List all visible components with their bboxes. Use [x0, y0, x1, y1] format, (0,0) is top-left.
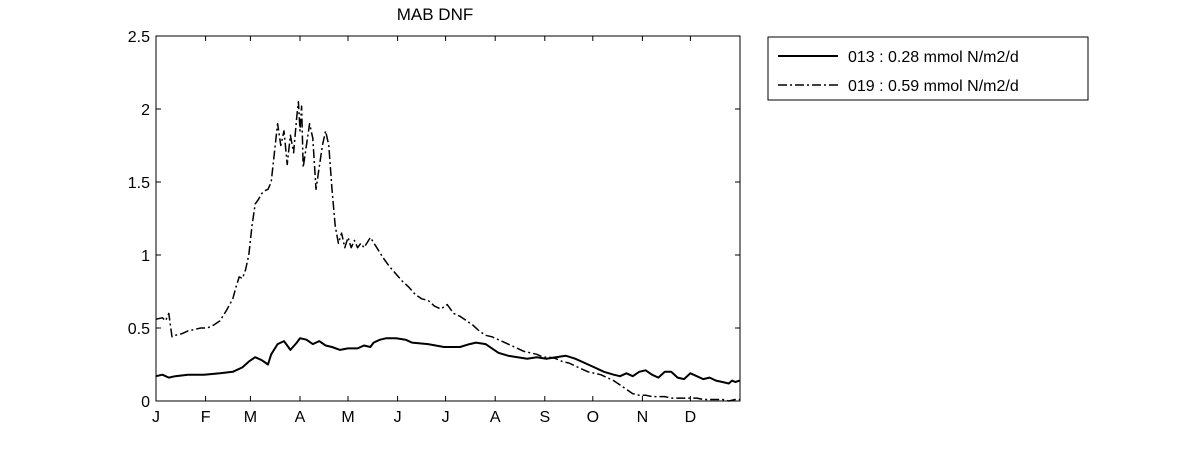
x-tick-label-10: N: [637, 409, 649, 426]
x-tick-label-3: A: [295, 409, 306, 426]
legend-label-013: 013 : 0.28 mmol N/m2/d: [848, 49, 1019, 66]
y-tick-label-1: 0.5: [128, 321, 150, 338]
x-tick-label-1: F: [201, 409, 211, 426]
legend: 013 : 0.28 mmol N/m2/d 019 : 0.59 mmol N…: [767, 36, 1089, 101]
series-layer: [155, 100, 741, 402]
y-tick-label-0: 0: [141, 394, 150, 411]
y-tick-label-4: 2: [141, 102, 150, 119]
x-tick-label-2: M: [244, 409, 257, 426]
y-tick-label-3: 1.5: [128, 175, 150, 192]
x-tick-label-4: M: [341, 409, 354, 426]
x-tick-label-9: O: [587, 409, 599, 426]
x-tick-label-8: S: [539, 409, 550, 426]
legend-box: [767, 36, 1089, 101]
chart-title: MAB DNF: [397, 5, 474, 24]
y-axis-ticks: 0 0.5 1 1.5 2 2.5: [128, 29, 740, 411]
x-tick-label-7: A: [490, 409, 501, 426]
x-tick-label-6: J: [442, 409, 450, 426]
y-tick-label-5: 2.5: [128, 29, 150, 46]
legend-label-019: 019 : 0.59 mmol N/m2/d: [848, 78, 1019, 95]
series-line-0: [155, 337, 741, 385]
plot-area: J F M A M J J A S O N D 0 0.5 1 1.5 2 2.5: [128, 29, 741, 426]
series-line-1: [155, 100, 740, 402]
x-tick-label-11: D: [685, 409, 697, 426]
x-tick-label-5: J: [394, 409, 402, 426]
y-tick-label-2: 1: [141, 248, 150, 265]
x-tick-label-0: J: [152, 409, 160, 426]
